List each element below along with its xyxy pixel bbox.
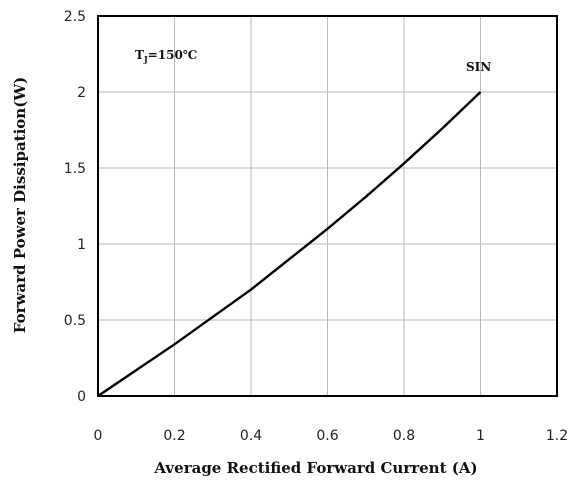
y-tick-label: 1 bbox=[77, 237, 86, 253]
condition-symbol: T bbox=[135, 48, 144, 62]
y-tick-label: 0.5 bbox=[64, 313, 86, 329]
x-tick-label: 1.2 bbox=[546, 428, 568, 444]
y-tick-labels: 0 0.5 1 1.5 2 2.5 bbox=[64, 9, 86, 405]
series-label-sin: SIN bbox=[466, 60, 491, 74]
series-line-sin bbox=[97, 91, 482, 397]
x-tick-label: 0.8 bbox=[393, 428, 415, 444]
plot-frame bbox=[97, 15, 558, 397]
x-tick-label: 0.2 bbox=[163, 428, 185, 444]
x-axis-title: Average Rectified Forward Current (A) bbox=[153, 459, 477, 477]
condition-subscript: J bbox=[143, 54, 148, 64]
y-tick-label: 0 bbox=[77, 389, 86, 405]
series-layer bbox=[97, 91, 482, 397]
y-tick-label: 1.5 bbox=[64, 161, 86, 177]
x-tick-labels: 0 0.2 0.4 0.6 0.8 1 1.2 bbox=[94, 428, 569, 444]
x-tick-label: 0 bbox=[94, 428, 103, 444]
condition-value: =150℃ bbox=[148, 48, 197, 62]
x-tick-label: 0.6 bbox=[316, 428, 338, 444]
junction-temperature-label: TJ=150℃ bbox=[135, 48, 197, 64]
y-axis-title: Forward Power Dissipation(W) bbox=[11, 77, 29, 334]
x-tick-label: 0.4 bbox=[240, 428, 262, 444]
y-tick-label: 2 bbox=[77, 85, 86, 101]
x-tick-label: 1 bbox=[476, 428, 485, 444]
plot-area-border bbox=[97, 15, 558, 397]
y-tick-label: 2.5 bbox=[64, 9, 86, 25]
